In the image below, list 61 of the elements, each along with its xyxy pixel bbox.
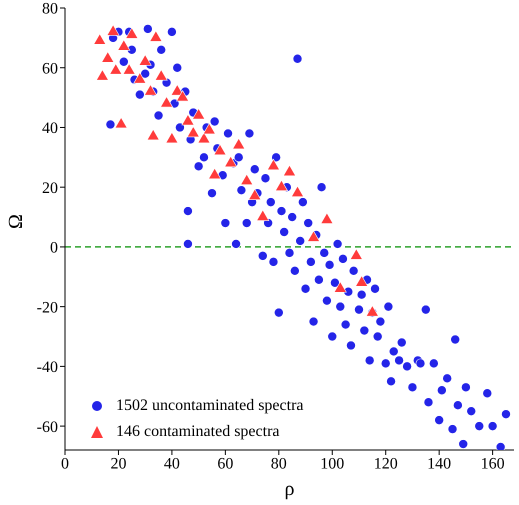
point (350, 248, 363, 260)
point (267, 158, 280, 170)
point (170, 84, 184, 96)
point (133, 72, 146, 84)
point (334, 281, 347, 293)
point (144, 84, 157, 96)
y-tick-label: -20 (36, 299, 58, 316)
y-axis-title: Ω (5, 214, 28, 229)
point (224, 156, 238, 168)
point (117, 40, 130, 51)
point (96, 69, 109, 80)
point (214, 144, 226, 156)
point (146, 129, 160, 140)
point (232, 138, 246, 150)
point (109, 63, 122, 75)
x-axis-title: ρ (284, 478, 295, 500)
y-tick-label: 40 (42, 120, 58, 138)
y-tick-label: -40 (36, 359, 58, 376)
y-tick-label: 20 (42, 180, 58, 197)
point (101, 51, 114, 63)
point (366, 305, 379, 316)
x-tick-label: 100 (320, 455, 344, 472)
x-tick-label: 20 (110, 455, 126, 472)
point (355, 275, 368, 287)
point (208, 168, 222, 180)
point (160, 96, 173, 108)
x-tick-label: 80 (270, 455, 287, 472)
x-tick-label: 40 (164, 455, 180, 472)
point (186, 126, 200, 138)
y-tick-label: 80 (42, 0, 58, 18)
point (122, 63, 136, 75)
point (275, 180, 288, 191)
point (182, 114, 194, 126)
point (93, 34, 106, 45)
point (166, 132, 178, 144)
point (154, 69, 168, 80)
point (114, 117, 128, 128)
point (291, 186, 304, 197)
x-tick-label: 120 (374, 455, 398, 472)
legend-label: 146 contaminated spectra (116, 422, 280, 442)
y-tick-label: 60 (42, 60, 58, 78)
x-tick-label: 140 (427, 455, 452, 472)
point (192, 108, 206, 120)
y-tick-label: 0 (50, 240, 58, 257)
x-tick-label: 60 (217, 455, 234, 472)
point (176, 90, 189, 102)
x-tick-label: 0 (61, 455, 69, 472)
y-tick-label: -60 (36, 418, 58, 436)
point (283, 164, 296, 176)
point (320, 212, 334, 224)
x-tick-label: 160 (480, 455, 505, 472)
point (202, 123, 216, 134)
point (149, 30, 162, 42)
legend-label: 1502 uncontaminated spectra (116, 396, 304, 416)
point (307, 230, 320, 242)
point (125, 28, 138, 39)
point (256, 210, 270, 221)
point (240, 174, 254, 186)
point (106, 24, 120, 36)
point (248, 188, 262, 200)
point (138, 54, 152, 66)
